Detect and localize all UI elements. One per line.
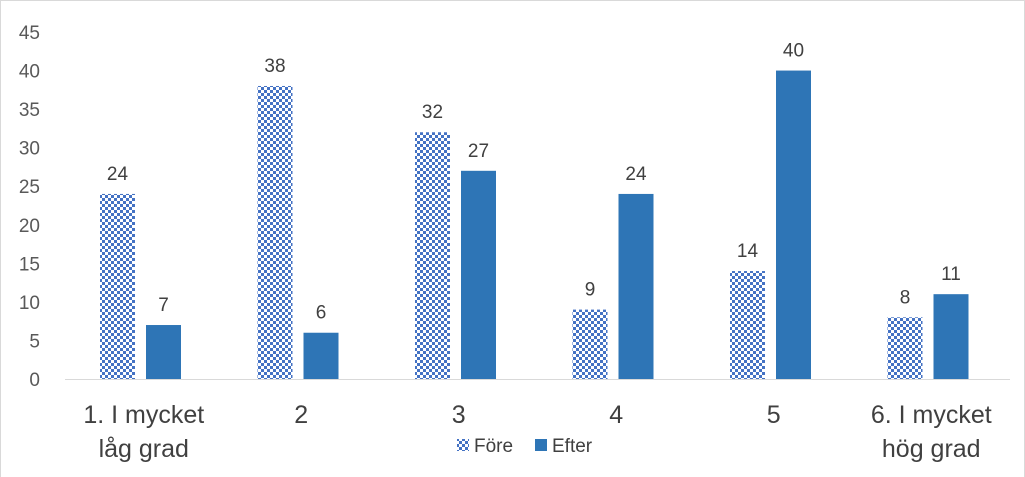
bar-efter-2 xyxy=(461,170,496,379)
bar-fore-3 xyxy=(572,309,608,379)
legend-swatch-fore xyxy=(457,439,469,451)
data-label-efter-2: 27 xyxy=(468,141,489,162)
bar-fore-4 xyxy=(730,271,765,379)
data-label-efter-4: 40 xyxy=(783,41,804,62)
category-label-5-line-0: 6. I mycket xyxy=(871,401,992,429)
legend-swatch-efter xyxy=(535,439,547,451)
y-tick-label-5: 25 xyxy=(19,177,40,198)
data-label-efter-3: 24 xyxy=(625,164,647,185)
bar-fore-2 xyxy=(415,132,450,379)
data-labels-group: 24 38 32 9 14 8 7 6 27 24 40 11 xyxy=(107,41,961,324)
data-label-efter-0: 7 xyxy=(158,295,169,316)
category-labels-group: 1. I mycket låg grad 2 3 4 5 6. I mycket hög gr… xyxy=(83,401,991,463)
category-label-3-line-0: 4 xyxy=(609,401,623,429)
y-tick-label-7: 35 xyxy=(19,100,40,121)
legend: Före Efter xyxy=(457,436,593,457)
y-tick-label-1: 5 xyxy=(29,331,40,352)
data-label-fore-3: 9 xyxy=(585,280,596,301)
category-label-1-line-0: 2 xyxy=(294,401,308,429)
legend-label-fore: Före xyxy=(474,436,513,457)
category-label-0-line-0: 1. I mycket xyxy=(83,401,204,429)
bar-efter-4 xyxy=(776,70,811,380)
y-axis: 0 5 10 15 20 25 30 35 40 45 xyxy=(19,23,40,391)
data-label-fore-2: 32 xyxy=(422,102,443,123)
y-tick-label-8: 40 xyxy=(19,62,40,83)
data-label-fore-5: 8 xyxy=(900,287,911,308)
bar-efter-1 xyxy=(303,332,339,379)
bar-fore-5 xyxy=(887,317,923,379)
bar-fore-1 xyxy=(257,85,293,379)
legend-label-efter: Efter xyxy=(552,436,593,457)
bar-efter-5 xyxy=(933,294,969,379)
category-label-0-line-1: låg grad xyxy=(99,435,189,463)
category-label-5-line-1: hög grad xyxy=(882,435,981,463)
data-label-efter-5: 11 xyxy=(941,264,961,285)
y-tick-label-9: 45 xyxy=(19,23,40,44)
y-tick-label-3: 15 xyxy=(19,254,40,275)
y-tick-label-4: 20 xyxy=(19,216,40,237)
bar-efter-3 xyxy=(618,193,654,379)
y-tick-label-0: 0 xyxy=(29,370,40,391)
y-tick-label-2: 10 xyxy=(19,293,40,314)
y-tick-label-6: 30 xyxy=(19,139,40,160)
bar-fore-0 xyxy=(100,193,135,379)
data-label-efter-1: 6 xyxy=(316,303,327,324)
category-label-2-line-0: 3 xyxy=(452,401,466,429)
bar-efter-0 xyxy=(146,325,181,379)
data-label-fore-1: 38 xyxy=(264,56,285,77)
bars-group xyxy=(100,70,969,380)
category-label-4-line-0: 5 xyxy=(767,401,781,429)
data-label-fore-4: 14 xyxy=(737,241,759,262)
data-label-fore-0: 24 xyxy=(107,164,129,185)
